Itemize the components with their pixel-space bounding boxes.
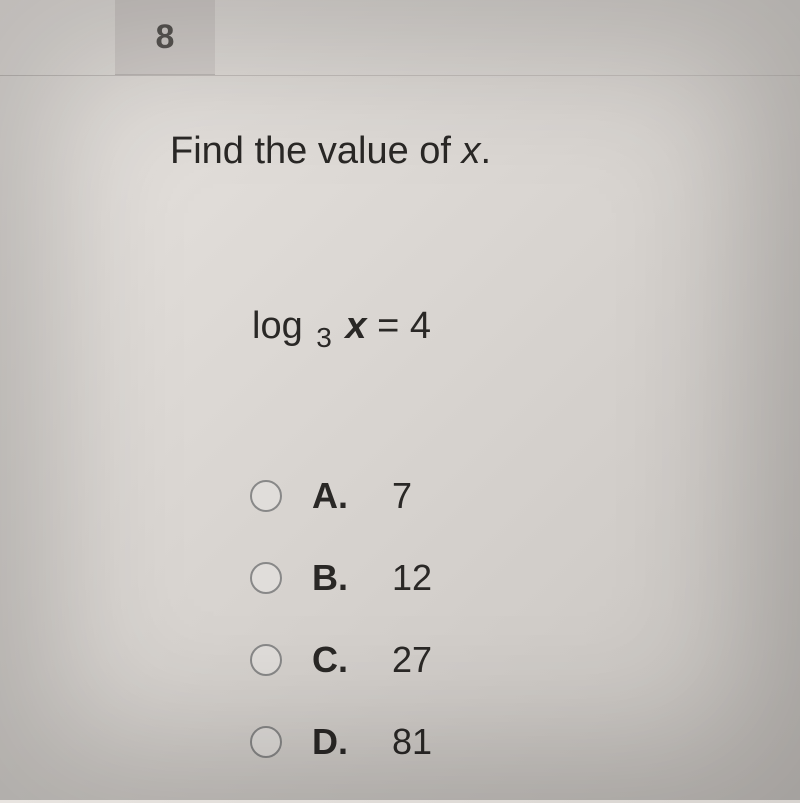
prompt-suffix: . (481, 130, 492, 172)
radio-icon[interactable] (250, 726, 282, 758)
radio-icon[interactable] (250, 562, 282, 594)
option-d[interactable]: D. 81 (250, 721, 432, 763)
option-value: 7 (392, 475, 412, 517)
radio-icon[interactable] (250, 644, 282, 676)
header-divider (0, 75, 800, 76)
question-number: 8 (156, 18, 175, 57)
equation-rhs: 4 (410, 305, 431, 347)
equation: log 3 x = 4 (252, 305, 431, 354)
option-b[interactable]: B. 12 (250, 557, 432, 599)
equation-eq: = (377, 305, 399, 347)
option-letter: A. (312, 475, 372, 517)
option-value: 27 (392, 639, 432, 681)
equation-base: 3 (316, 322, 332, 353)
prompt-variable: x (462, 130, 481, 172)
option-a[interactable]: A. 7 (250, 475, 432, 517)
question-number-box: 8 (115, 0, 215, 75)
option-letter: D. (312, 721, 372, 763)
equation-func: log (252, 305, 303, 347)
option-value: 81 (392, 721, 432, 763)
options-group: A. 7 B. 12 C. 27 D. 81 (250, 475, 432, 803)
option-value: 12 (392, 557, 432, 599)
radio-icon[interactable] (250, 480, 282, 512)
option-c[interactable]: C. 27 (250, 639, 432, 681)
option-letter: C. (312, 639, 372, 681)
question-prompt: Find the value of x. (170, 130, 491, 173)
prompt-prefix: Find the value of (170, 130, 462, 172)
option-letter: B. (312, 557, 372, 599)
equation-var: x (345, 305, 366, 347)
